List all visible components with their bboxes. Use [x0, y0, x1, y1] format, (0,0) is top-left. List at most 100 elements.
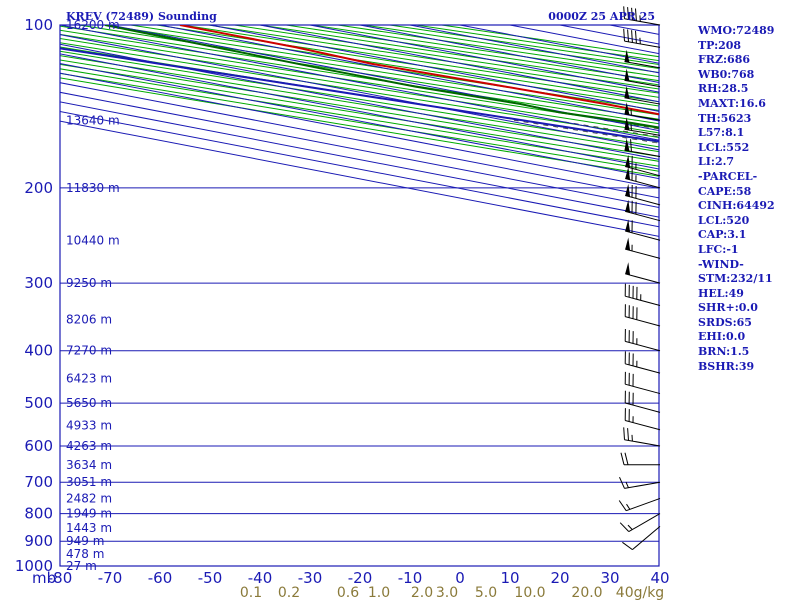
plot-border — [59, 24, 660, 567]
height-label: 13640 m — [66, 113, 120, 127]
stat-item: -WIND- — [698, 257, 744, 271]
wind-barb — [625, 383, 661, 395]
wind-barb-feather — [622, 541, 633, 551]
pressure-tick-label: 700 — [24, 473, 53, 491]
wind-barb-flag — [624, 68, 630, 82]
height-label: 3051 m — [66, 475, 112, 489]
chart-title: KREV (72489) Sounding — [66, 10, 217, 23]
mixing-ratio-label: 5.0 — [475, 585, 497, 600]
wind-barb — [624, 439, 661, 447]
stat-item: CINH:64492 — [698, 199, 775, 213]
height-label: 6423 m — [66, 371, 112, 385]
wind-barb — [624, 128, 661, 136]
mixing-ratio-label: 0.6 — [337, 585, 359, 600]
wind-barb-feather — [631, 30, 633, 43]
stat-item: LI:2.7 — [698, 155, 735, 169]
chart-date: 0000Z 25 APR 25 — [548, 10, 655, 23]
wind-barb-flag — [624, 86, 630, 99]
dry-adiabat-line — [60, 50, 659, 148]
wind-barb-flag — [625, 199, 631, 213]
mixing-ratio-label: 3.0 — [436, 585, 458, 600]
wind-barb-flag — [624, 117, 630, 130]
height-label: 3634 m — [66, 458, 112, 472]
wind-barb-half-feather — [626, 503, 631, 510]
temperature-tick-label: -70 — [98, 569, 123, 587]
stats-panel: WMO:72489 TP:208 FRZ:686 WB0:768 RH:28.5 MAXT… — [698, 24, 775, 374]
wind-barb — [624, 18, 661, 26]
height-label: 16200 m — [66, 18, 120, 32]
wind-barb — [625, 178, 661, 189]
wind-barb-feather — [620, 452, 625, 465]
dry-adiabat-line — [60, 55, 659, 153]
isotherm-line — [60, 53, 659, 170]
dry-adiabat-line — [101, 25, 659, 111]
stat-item: FRZ:686 — [698, 53, 751, 67]
wind-barb-feather — [623, 6, 625, 19]
wind-barb-feather — [627, 29, 629, 42]
wind-barb — [625, 340, 661, 352]
wind-barb — [625, 195, 661, 206]
wind-barb — [624, 149, 661, 157]
temperature-tick-label: 10 — [500, 569, 519, 587]
wind-barb — [625, 230, 661, 241]
wind-barb-flag — [624, 138, 630, 152]
pressure-tick-label: 300 — [24, 274, 53, 292]
wind-barb — [624, 61, 661, 69]
dry-adiabat-line — [60, 25, 659, 120]
temperature-trace — [179, 25, 659, 116]
parcel-trace — [60, 47, 659, 143]
temperature-tick-label: -20 — [348, 569, 373, 587]
height-label: 1949 m — [66, 507, 112, 521]
wind-barb — [628, 513, 661, 533]
stat-item: TH:5623 — [698, 111, 752, 125]
wind-barb — [625, 248, 661, 259]
wind-barb-feather — [627, 428, 629, 441]
wind-barb-flag — [625, 237, 631, 251]
wind-barb-feather — [630, 139, 632, 152]
height-label: 949 m — [66, 534, 104, 548]
wind-barb-feather — [631, 7, 633, 21]
mixing-ratio-label: 2.0 — [411, 585, 433, 600]
isotherm-line — [60, 72, 659, 189]
temperature-tick-label: 0 — [455, 569, 465, 587]
dry-adiabat-line — [75, 25, 659, 116]
wind-barb-flag — [625, 183, 631, 197]
wind-barb — [625, 420, 661, 431]
temperature-tick-label: -40 — [248, 569, 273, 587]
dry-adiabat-line — [60, 42, 659, 138]
temperature-tick-label: -80 — [48, 569, 73, 587]
wind-barb-flag — [625, 166, 631, 180]
wind-barb-half-feather — [625, 481, 629, 489]
height-label: 1443 m — [66, 521, 112, 535]
isotherm-line — [60, 91, 659, 209]
pressure-tick-label: 500 — [24, 394, 53, 412]
wind-barb-flag — [625, 219, 631, 233]
wind-barb — [625, 166, 661, 177]
wind-barb — [625, 316, 661, 327]
temperature-tick-label: 40 — [650, 569, 669, 587]
height-label: 10440 m — [66, 233, 120, 247]
wind-barb-feather — [623, 427, 625, 440]
stat-item: LCL:552 — [698, 140, 750, 154]
dry-adiabat-line — [60, 59, 659, 157]
stat-item: LFC:-1 — [698, 242, 739, 256]
pressure-tick-label: 100 — [24, 16, 53, 34]
dry-adiabat-line — [153, 25, 659, 103]
temperature-tick-label: -10 — [398, 569, 423, 587]
stat-item: -PARCEL- — [698, 169, 758, 183]
stat-item: WMO:72489 — [698, 24, 775, 37]
wind-barb — [625, 210, 661, 222]
wind-barbs — [618, 6, 661, 551]
background-lines — [60, 25, 659, 237]
chart-frame — [59, 24, 660, 567]
dry-adiabat-line — [60, 33, 659, 129]
dry-adiabat-line — [60, 38, 659, 134]
dry-adiabat-line — [60, 77, 659, 177]
stat-item: SHR+:0.0 — [698, 301, 758, 315]
dry-adiabat-line — [60, 72, 659, 172]
wind-barb — [625, 402, 661, 413]
temperature-tick-label: -60 — [148, 569, 173, 587]
isotherm-line — [60, 101, 659, 218]
height-label: 11830 m — [66, 181, 120, 195]
